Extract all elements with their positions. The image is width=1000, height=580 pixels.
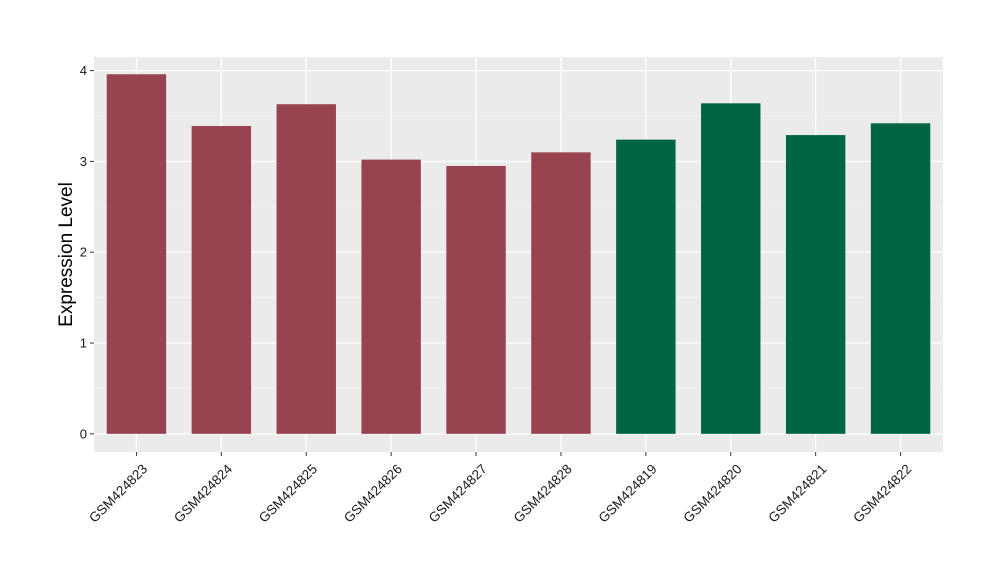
y-tick-label: 1	[80, 336, 87, 351]
bar-GSM424822	[870, 123, 931, 434]
bar-GSM424824	[191, 126, 252, 434]
y-tick-label: 2	[80, 245, 87, 260]
y-tick-label: 0	[80, 426, 87, 441]
y-axis-label: Expression Level	[56, 182, 77, 327]
bar-GSM424828	[531, 152, 591, 434]
y-tick-label: 4	[80, 63, 87, 78]
bar-GSM424827	[446, 165, 506, 434]
bar-GSM424823	[106, 74, 167, 434]
x-tick-label: GSM424826	[341, 461, 405, 525]
bar-GSM424825	[276, 104, 336, 434]
x-tick-label: GSM424823	[86, 461, 150, 525]
y-tick-label: 3	[80, 154, 87, 169]
x-tick-label: GSM424820	[680, 461, 744, 525]
x-tick-label: GSM424828	[511, 461, 575, 525]
x-tick-label: GSM424821	[765, 461, 829, 525]
bar-GSM424819	[616, 139, 676, 434]
x-tick-label: GSM424822	[850, 461, 914, 525]
x-tick-label: GSM424825	[256, 461, 320, 525]
bar-GSM424821	[785, 135, 846, 434]
x-tick-label: GSM424827	[426, 461, 490, 525]
x-tick-label: GSM424824	[171, 461, 236, 526]
bar-GSM424820	[701, 103, 761, 434]
bars-group	[106, 74, 931, 434]
bar-GSM424826	[361, 159, 421, 434]
x-tick-label: GSM424819	[596, 461, 660, 525]
y-axis: 0 1 2 3 4	[80, 63, 94, 441]
x-axis: GSM424823 GSM424824 GSM424825 GSM424826 GSM4…	[86, 452, 914, 526]
